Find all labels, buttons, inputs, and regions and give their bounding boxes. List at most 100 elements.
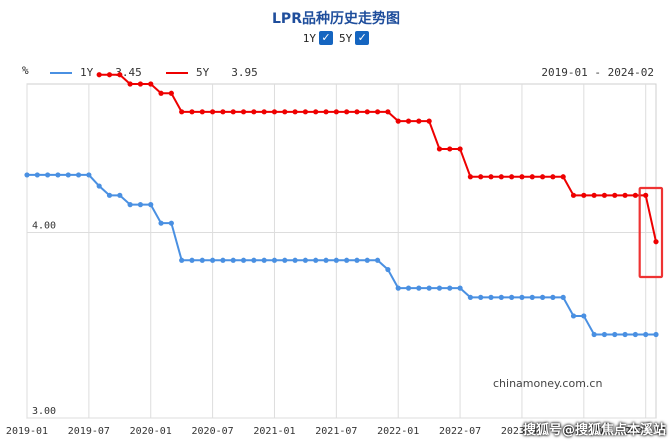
legend-5y-value: 3.95	[231, 66, 258, 79]
data-point-5y	[189, 109, 195, 115]
x-tick-label: 2021-01	[253, 426, 295, 437]
series-line-5y	[99, 73, 657, 242]
data-point-5y	[271, 109, 278, 115]
data-point-1y	[199, 257, 205, 263]
data-point-5y	[457, 146, 463, 152]
data-point-5y	[447, 146, 453, 152]
data-point-5y	[220, 109, 226, 115]
data-point-1y	[96, 183, 102, 189]
data-point-1y	[230, 257, 236, 263]
data-point-5y	[210, 109, 216, 115]
data-point-5y	[560, 174, 566, 180]
data-point-5y	[498, 174, 504, 180]
data-point-1y	[364, 257, 370, 263]
data-point-1y	[189, 257, 195, 263]
data-point-1y	[323, 257, 329, 263]
legend-5y[interactable]: 5Y 3.95	[166, 66, 258, 79]
data-point-1y	[374, 257, 381, 263]
data-point-5y	[302, 109, 309, 115]
data-point-5y	[632, 192, 638, 198]
data-point-1y	[498, 294, 504, 300]
y-tick-label: 3.00	[32, 406, 56, 417]
data-point-1y	[612, 331, 618, 338]
credit-watermark: 搜狐号@搜狐焦点本溪站	[522, 423, 666, 438]
data-point-1y	[127, 202, 133, 208]
data-point-5y	[282, 109, 288, 115]
data-point-5y	[405, 118, 412, 124]
highlight-box	[638, 186, 664, 279]
data-point-1y	[622, 331, 628, 338]
data-point-1y	[106, 192, 113, 198]
series-line-1y	[27, 173, 656, 336]
data-point-5y	[240, 109, 247, 115]
data-point-1y	[457, 285, 463, 291]
data-point-5y	[313, 109, 319, 115]
data-point-1y	[282, 257, 288, 263]
data-point-1y	[55, 172, 61, 178]
data-point-1y	[550, 294, 556, 300]
legend-1y-swatch	[50, 71, 72, 74]
data-point-1y	[34, 172, 40, 178]
data-point-5y	[570, 192, 577, 198]
data-point-1y	[344, 257, 350, 263]
data-point-5y	[467, 174, 473, 180]
data-point-5y	[354, 109, 360, 115]
data-point-5y	[395, 118, 401, 124]
data-point-1y	[168, 220, 174, 226]
data-point-5y	[529, 174, 535, 180]
data-point-5y	[344, 109, 350, 115]
toggle-5y[interactable]: 5Y ✓	[339, 31, 370, 45]
data-point-1y	[653, 331, 659, 338]
data-point-1y	[509, 294, 515, 300]
data-point-5y	[643, 192, 649, 198]
data-point-1y	[643, 331, 649, 338]
data-point-5y	[436, 146, 443, 152]
data-point-1y	[210, 257, 216, 263]
data-point-5y	[230, 109, 236, 115]
data-point-1y	[591, 331, 597, 338]
data-point-1y	[426, 285, 432, 291]
data-point-5y	[158, 90, 164, 96]
toggle-1y-label: 1Y	[302, 31, 316, 45]
data-point-1y	[302, 257, 309, 263]
data-point-1y	[292, 257, 298, 263]
source-watermark: chinamoney.com.cn	[493, 377, 603, 390]
data-point-1y	[385, 266, 391, 273]
x-tick-label: 2019-07	[68, 426, 110, 437]
data-point-1y	[271, 257, 278, 263]
data-point-5y	[96, 72, 102, 78]
data-point-1y	[416, 285, 422, 291]
data-point-1y	[467, 294, 473, 300]
legend-1y-name: 1Y	[80, 66, 94, 79]
data-point-1y	[354, 257, 360, 263]
data-point-1y	[158, 220, 164, 226]
data-point-5y	[653, 239, 659, 245]
data-point-5y	[581, 192, 587, 198]
x-tick-label: 2022-07	[439, 426, 481, 437]
data-point-5y	[622, 192, 628, 198]
data-point-5y	[591, 192, 597, 198]
data-point-1y	[529, 294, 535, 300]
data-point-5y	[519, 174, 525, 180]
checkbox-1y-icon[interactable]: ✓	[319, 31, 333, 45]
data-point-5y	[323, 109, 329, 115]
toggle-1y[interactable]: 1Y ✓	[303, 31, 333, 45]
checkbox-5y-icon[interactable]: ✓	[355, 31, 370, 45]
data-point-5y	[509, 174, 515, 180]
data-point-5y	[168, 90, 174, 96]
data-point-1y	[251, 257, 257, 263]
x-tick-label: 2022-01	[377, 426, 419, 437]
data-point-5y	[292, 109, 298, 115]
data-point-1y	[179, 257, 185, 263]
data-point-1y	[313, 257, 319, 263]
data-point-5y	[374, 109, 381, 115]
data-point-1y	[395, 285, 401, 291]
data-point-1y	[65, 172, 71, 178]
data-point-5y	[199, 109, 205, 115]
data-point-5y	[539, 174, 546, 180]
data-point-1y	[447, 285, 453, 291]
data-point-1y	[488, 294, 494, 300]
y-tick-label: 4.00	[32, 220, 56, 231]
data-point-1y	[601, 331, 608, 338]
